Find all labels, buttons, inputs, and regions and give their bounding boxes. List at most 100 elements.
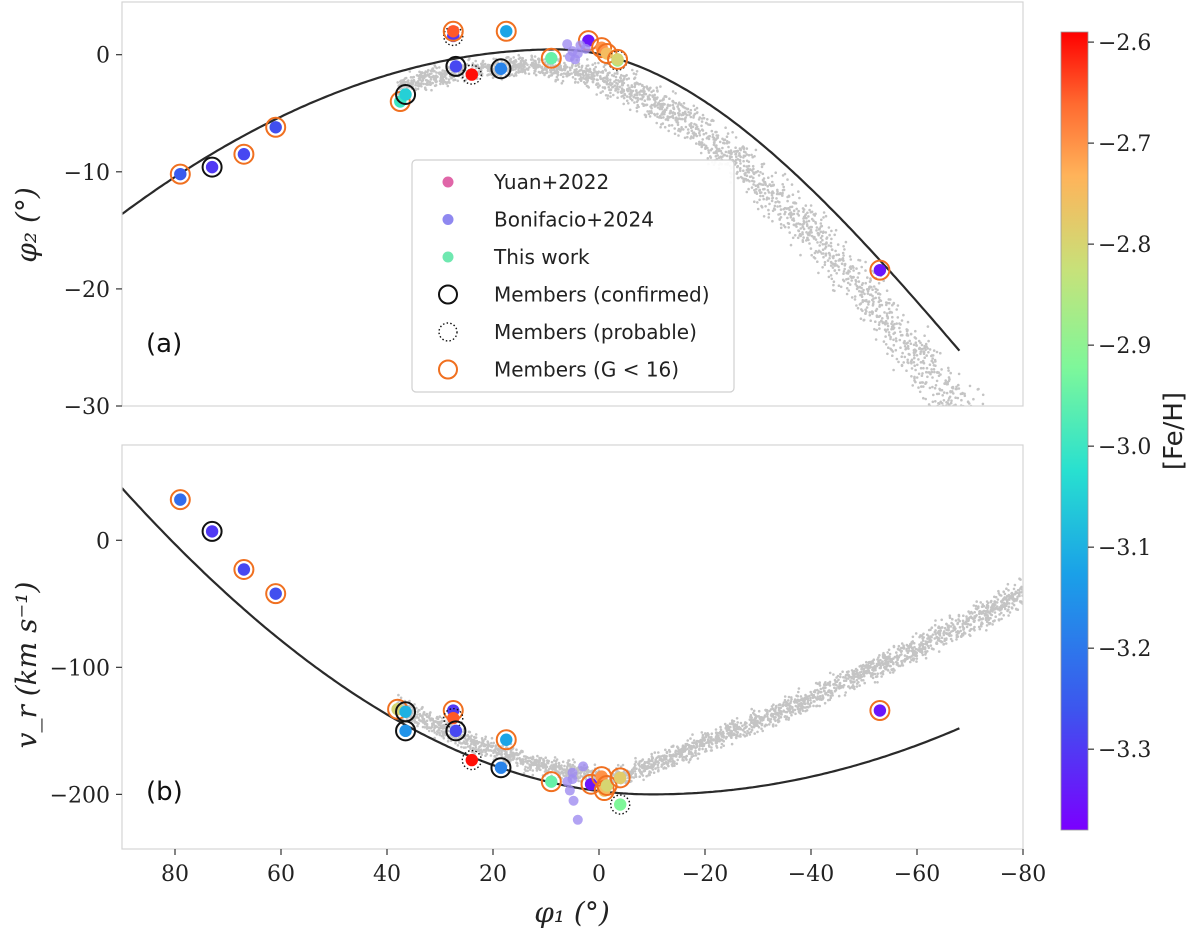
data-point — [461, 64, 482, 85]
point-marker — [205, 160, 219, 174]
data-point — [610, 794, 631, 815]
panel-b-stream-cloud — [396, 577, 1023, 794]
legend-label: Members (G < 16) — [494, 358, 679, 382]
point-marker — [449, 60, 463, 73]
colorbar-tick-label: −2.7 — [1098, 132, 1151, 157]
panel-a-stream-cloud — [396, 53, 985, 406]
data-point — [442, 20, 464, 42]
legend-marker — [442, 251, 454, 263]
data-point — [461, 749, 482, 771]
bright-ring — [233, 143, 255, 165]
bright-ring — [540, 771, 562, 793]
bright-ring — [869, 700, 891, 722]
data-point — [169, 163, 191, 185]
point-marker — [494, 761, 508, 774]
literature-point — [572, 814, 583, 825]
x-tick-label: 40 — [373, 862, 401, 887]
point-marker — [494, 62, 508, 75]
colorbar-tick-label: −3.3 — [1098, 738, 1151, 763]
confirmed-ring — [445, 720, 467, 742]
legend-box — [411, 159, 735, 393]
data-point — [169, 489, 191, 511]
panel-b-frame — [121, 444, 1024, 850]
bright-ring — [869, 259, 891, 281]
colorbar-tick-label: −2.8 — [1098, 233, 1151, 258]
point-marker — [205, 525, 219, 538]
data-point — [540, 47, 562, 69]
x-tick-label: −60 — [894, 862, 940, 887]
bright-ring — [265, 116, 287, 138]
colorbar-label: [Fe/H] — [1159, 392, 1189, 470]
data-point — [540, 771, 562, 793]
data-point — [233, 559, 255, 581]
confirmed-ring — [490, 58, 512, 80]
panel-a-y-ticks: 0 −10 −20 −30 — [64, 44, 122, 420]
legend-entry: This work — [442, 245, 590, 269]
colorbar-tick-label: −3.2 — [1098, 637, 1151, 662]
data-point — [201, 520, 223, 542]
legend-label: Bonifacio+2024 — [494, 208, 654, 232]
literature-point — [572, 48, 583, 59]
literature-point — [580, 43, 591, 54]
confirmed-ring — [490, 757, 512, 779]
point-marker — [447, 25, 460, 38]
x-tick-label: 20 — [479, 862, 507, 887]
literature-point — [578, 761, 589, 772]
legend-marker — [438, 359, 458, 380]
x-tick-label: −20 — [682, 862, 728, 887]
point-marker — [614, 771, 627, 785]
bright-ring — [607, 48, 629, 70]
bright-ring — [495, 20, 517, 42]
y-tick-label: −10 — [64, 161, 110, 186]
probable-ring — [461, 64, 482, 85]
legend-marker — [442, 176, 454, 188]
bright-ring — [169, 489, 191, 511]
legend-label: This work — [493, 245, 590, 269]
bright-ring — [169, 163, 191, 185]
bright-ring — [233, 559, 255, 581]
confirmed-ring — [445, 55, 467, 77]
point-marker — [449, 724, 463, 738]
literature-point — [564, 785, 575, 796]
stream-cloud-dots — [396, 577, 1023, 794]
point-marker — [500, 25, 513, 38]
data-point — [445, 55, 467, 77]
point-marker — [582, 34, 595, 47]
y-tick-label: −20 — [64, 278, 110, 303]
model-track-curve — [122, 487, 960, 796]
legend-marker — [438, 322, 458, 342]
legend-entry: Members (confirmed) — [438, 283, 710, 307]
point-marker — [399, 88, 412, 101]
y-tick-label: 0 — [96, 44, 110, 69]
legend-entry: Members (G < 16) — [438, 358, 679, 382]
data-point — [495, 729, 517, 751]
bright-ring — [495, 729, 517, 751]
point-marker — [399, 705, 412, 718]
point-marker — [614, 798, 627, 811]
bright-ring — [540, 47, 562, 69]
point-marker — [611, 53, 624, 66]
point-marker — [545, 52, 558, 65]
colorbar-gradient — [1060, 31, 1089, 831]
panel-b-y-ticks: 0 −100 −200 — [50, 529, 122, 808]
probable-ring — [610, 794, 631, 815]
point-marker — [237, 563, 251, 576]
y-tick-label: −200 — [50, 783, 110, 808]
data-point — [395, 84, 417, 106]
confirmed-ring — [201, 156, 223, 178]
panel-b-model-track — [122, 487, 960, 796]
literature-point — [562, 39, 573, 50]
legend-label: Members (probable) — [494, 320, 697, 344]
point-marker — [269, 587, 282, 600]
point-marker — [600, 779, 614, 792]
data-point — [233, 143, 255, 165]
confirmed-ring — [395, 84, 417, 106]
literature-point — [567, 774, 578, 785]
panel-b-ylabel: v_r (km s⁻¹) — [10, 582, 43, 749]
data-point — [395, 720, 417, 742]
x-tick-label: −80 — [1000, 862, 1046, 887]
data-point — [445, 720, 467, 742]
y-tick-label: −100 — [50, 656, 110, 681]
point-marker — [237, 148, 251, 161]
data-point — [607, 48, 629, 70]
